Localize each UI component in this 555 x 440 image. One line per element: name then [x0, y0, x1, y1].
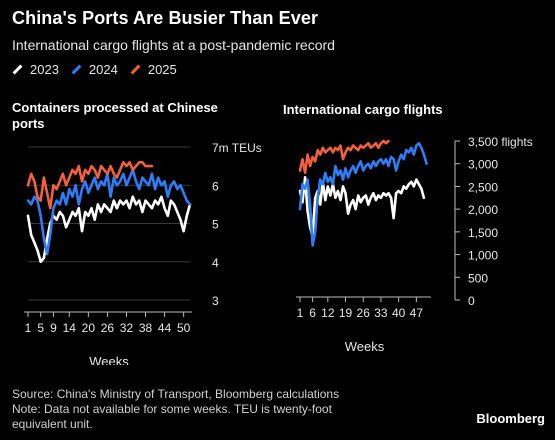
footer-notes: Source: China's Ministry of Transport, B…: [12, 387, 339, 432]
flights-chart-title: International cargo flights: [283, 102, 443, 117]
y-tick-label: 2,000: [468, 203, 498, 217]
x-tick-label: 19: [339, 306, 353, 320]
x-tick-label: 14: [63, 321, 77, 335]
y-tick-label: 6: [212, 179, 219, 193]
page-title: China's Ports Are Busier Than Ever: [12, 8, 319, 28]
x-tick-label: 38: [139, 321, 153, 335]
legend-swatch-2025: [130, 64, 141, 75]
x-tick-label: 12: [321, 306, 335, 320]
legend-swatch-2023: [12, 64, 23, 75]
y-tick-label: 0: [468, 294, 475, 308]
legend-label-2024: 2024: [88, 62, 118, 77]
note-text-continued: equivalent unit.: [12, 417, 93, 431]
x-tick-label: 1: [297, 306, 304, 320]
legend-item-2024: 2024: [71, 62, 118, 77]
series-line-2025: [298, 139, 390, 175]
note-text: Note: Data not available for some weeks.…: [12, 402, 332, 416]
x-tick-label: 26: [357, 306, 371, 320]
legend: 2023 2024 2025: [12, 62, 177, 77]
bloomberg-logo: Bloomberg: [476, 411, 545, 426]
x-tick-label: 33: [374, 306, 388, 320]
series-line-2024: [26, 168, 192, 256]
source-text: Source: China's Ministry of Transport, B…: [12, 387, 340, 401]
page-subtitle: International cargo flights at a post-pa…: [12, 37, 335, 53]
flights-chart: 0 500 1,000 1,500 2,000 2,500 3,000 3,500 fligh…: [296, 135, 533, 354]
y-tick-label: 3,500 flights: [468, 135, 533, 149]
y-tick-label: 5: [212, 218, 219, 232]
x-tick-label: 5: [37, 321, 44, 335]
series-line-2023: [26, 195, 192, 264]
x-tick-label: 6: [309, 306, 316, 320]
x-tick-label: 47: [410, 306, 424, 320]
y-tick-label: 7m TEUs: [212, 141, 262, 155]
containers-chart-title: Containers processed at Chinese ports: [12, 100, 218, 131]
legend-item-2025: 2025: [130, 62, 177, 77]
series-line-2024: [298, 141, 428, 247]
series-line-2025: [26, 160, 154, 210]
y-tick-label: 4: [212, 256, 219, 270]
x-tick-label: 44: [158, 321, 172, 335]
y-tick-label: 3,000: [468, 158, 498, 172]
series-line-2023: [298, 175, 426, 238]
x-axis-label: Weeks: [89, 354, 129, 365]
x-tick-label: 20: [82, 321, 96, 335]
legend-swatch-2024: [71, 64, 82, 75]
y-tick-label: 1,500: [468, 226, 498, 240]
x-tick-label: 32: [120, 321, 134, 335]
y-tick-label: 1,000: [468, 249, 498, 263]
legend-label-2023: 2023: [30, 62, 59, 77]
x-tick-label: 1: [25, 321, 32, 335]
y-tick-label: 2,500: [468, 180, 498, 194]
x-tick-label: 26: [101, 321, 115, 335]
x-tick-label: 9: [50, 321, 57, 335]
x-tick-label: 50: [177, 321, 191, 335]
legend-label-2025: 2025: [147, 62, 177, 77]
y-tick-label: 500: [468, 271, 488, 285]
y-tick-label: 3: [212, 294, 219, 308]
x-tick-label: 40: [392, 306, 406, 320]
x-axis-label: Weeks: [345, 339, 385, 354]
legend-item-2023: 2023: [12, 62, 59, 77]
